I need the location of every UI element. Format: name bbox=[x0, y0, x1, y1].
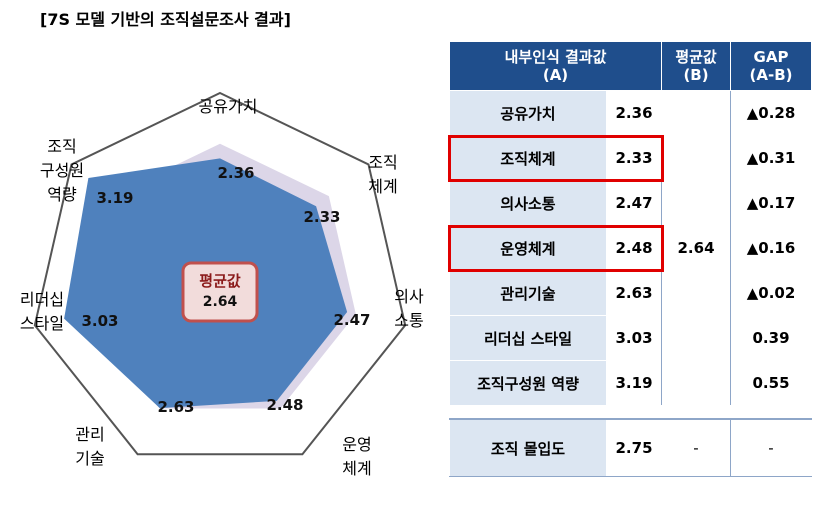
row-gap: ▲0.17 bbox=[730, 180, 813, 226]
average-cell: 2.64 bbox=[661, 90, 732, 406]
center-badge-title: 평균값 bbox=[199, 272, 241, 290]
axis-label-line: 체계 bbox=[368, 177, 397, 196]
header-internal-result-code: (A) bbox=[542, 66, 569, 84]
axis-label-line: 구성원 bbox=[40, 161, 84, 180]
row-gap: ▲0.16 bbox=[730, 225, 813, 271]
axis-label-line: 기술 bbox=[75, 449, 104, 468]
row-item: 리더십 스타일 bbox=[449, 315, 607, 361]
value-label: 2.33 bbox=[303, 208, 340, 226]
axis-label-line: 스타일 bbox=[20, 314, 64, 333]
center-badge-value: 2.64 bbox=[203, 294, 238, 310]
row-item: 조직구성원 역량 bbox=[449, 360, 607, 406]
value-label: 3.03 bbox=[81, 312, 118, 330]
row-value: 2.63 bbox=[605, 270, 663, 316]
table-row: 공유가치 2.36 2.64 ▲0.28 bbox=[449, 90, 813, 406]
header-gap: GAP (A-B) bbox=[730, 41, 813, 91]
row-gap: ▲0.28 bbox=[730, 90, 813, 136]
row-item: 관리기술 bbox=[449, 270, 607, 316]
total-average: - bbox=[661, 418, 732, 477]
total-item: 조직 몰입도 bbox=[449, 418, 607, 477]
row-item: 공유가치 bbox=[449, 90, 607, 136]
table-header-row: 내부인식 결과값 (A) 평균값 (B) GAP (A-B) bbox=[448, 41, 813, 91]
table-row: 운영체계 2.48 ▲0.16 bbox=[449, 225, 813, 271]
row-item: 운영체계 bbox=[449, 225, 607, 271]
axis-label: 공유가치 bbox=[199, 97, 258, 116]
row-gap: ▲0.31 bbox=[730, 135, 813, 181]
total-row: 조직 몰입도 2.75 - - bbox=[449, 418, 813, 477]
row-gap: 0.39 bbox=[730, 315, 813, 361]
page-title: [7S 모델 기반의 조직설문조사 결과] bbox=[40, 10, 291, 29]
axis-label-line: 조직 bbox=[47, 137, 76, 156]
axis-label-line: 공유가치 bbox=[199, 97, 258, 116]
table-row: 조직구성원 역량 3.19 0.55 bbox=[449, 360, 813, 406]
row-gap: ▲0.02 bbox=[730, 270, 813, 316]
axis-label-line: 리더십 bbox=[20, 290, 64, 309]
value-label: 2.63 bbox=[157, 398, 194, 416]
row-value: 3.19 bbox=[605, 360, 663, 406]
row-value: 2.36 bbox=[605, 90, 663, 136]
axis-label-line: 소통 bbox=[394, 311, 423, 330]
axis-label-line: 관리 bbox=[75, 425, 104, 444]
row-gap: 0.55 bbox=[730, 360, 813, 406]
table-row: 관리기술 2.63 ▲0.02 bbox=[449, 270, 813, 316]
header-average-label: 평균값 bbox=[675, 48, 717, 66]
header-internal-result: 내부인식 결과값 (A) bbox=[448, 41, 663, 91]
header-internal-result-label: 내부인식 결과값 bbox=[504, 48, 607, 66]
axis-label-line: 조직 bbox=[368, 153, 397, 172]
row-value: 2.47 bbox=[605, 180, 663, 226]
header-average-code: (B) bbox=[683, 66, 709, 84]
header-average: 평균값 (B) bbox=[661, 41, 732, 91]
value-label: 2.47 bbox=[333, 311, 370, 329]
table-spacer bbox=[449, 405, 812, 419]
center-badge bbox=[181, 261, 259, 323]
header-gap-label: GAP bbox=[753, 48, 789, 66]
row-item: 의사소통 bbox=[449, 180, 607, 226]
row-value: 3.03 bbox=[605, 315, 663, 361]
row-value: 2.48 bbox=[605, 225, 663, 271]
total-gap: - bbox=[730, 418, 813, 477]
value-label: 3.19 bbox=[96, 189, 133, 207]
header-gap-code: (A-B) bbox=[749, 66, 793, 84]
axis-label-line: 체계 bbox=[342, 459, 371, 478]
axis-label-line: 운영 bbox=[342, 435, 371, 454]
value-label: 2.36 bbox=[217, 164, 254, 182]
row-item: 조직체계 bbox=[449, 135, 607, 181]
value-label: 2.48 bbox=[266, 396, 303, 414]
result-table: 내부인식 결과값 (A) 평균값 (B) GAP (A-B) 공유가치 2.36… bbox=[448, 41, 813, 477]
row-value: 2.33 bbox=[605, 135, 663, 181]
total-value: 2.75 bbox=[605, 418, 663, 477]
table-row: 조직체계 2.33 ▲0.31 bbox=[449, 135, 813, 181]
spacer-cell bbox=[449, 405, 812, 419]
table-row: 의사소통 2.47 ▲0.17 bbox=[449, 180, 813, 226]
heptagon-frame bbox=[33, 91, 407, 456]
axis-label-line: 역량 bbox=[47, 185, 77, 204]
axis-label-line: 의사 bbox=[394, 287, 424, 306]
table-row: 리더십 스타일 3.03 0.39 bbox=[449, 315, 813, 361]
